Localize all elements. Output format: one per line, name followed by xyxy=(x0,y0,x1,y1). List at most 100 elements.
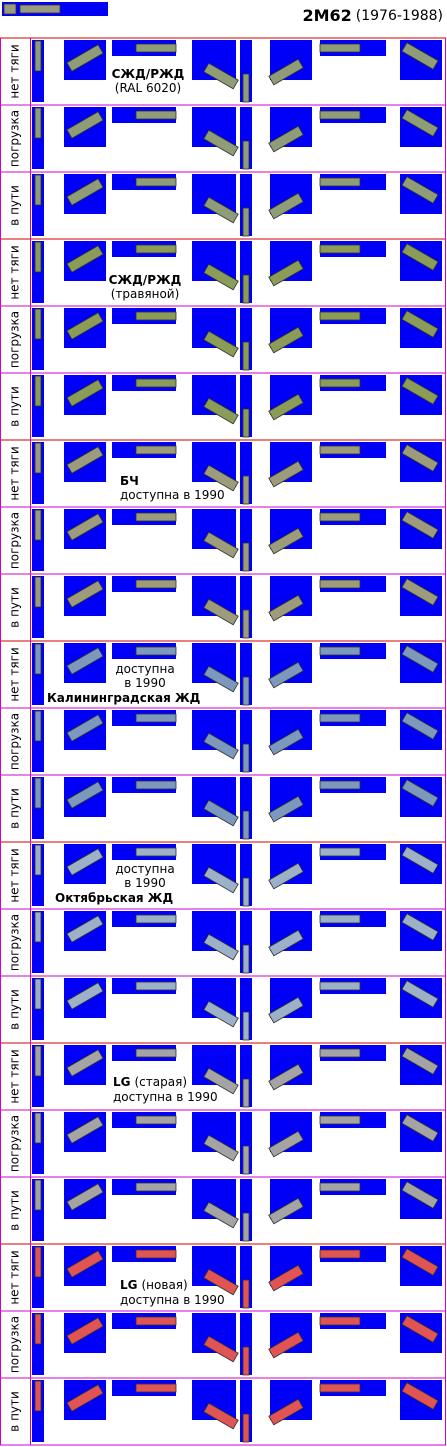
train-sprite xyxy=(401,846,439,874)
livery-text: доступна в 1990 xyxy=(120,488,225,502)
train-sprite xyxy=(66,982,104,1010)
train-sprite xyxy=(135,646,177,656)
train-sprite xyxy=(242,676,250,706)
train-sprite xyxy=(242,542,250,572)
row-label: в пути xyxy=(8,1190,22,1231)
train-sprite xyxy=(268,1398,304,1426)
livery-label: БЧ xyxy=(120,474,139,488)
livery-text: (RAL 6020) xyxy=(115,81,181,95)
train-sprite xyxy=(242,140,250,170)
row-label: в пути xyxy=(8,1391,22,1432)
train-sprite xyxy=(268,929,304,957)
train-sprite xyxy=(268,795,304,823)
train-sprite xyxy=(242,1078,250,1108)
train-sprite xyxy=(401,779,439,807)
train-sprite xyxy=(135,1115,177,1125)
train-sprite xyxy=(66,781,104,809)
train-sprite xyxy=(66,1317,104,1345)
train-sprite xyxy=(203,1268,239,1296)
row-label: погрузка xyxy=(8,713,22,770)
train-sprite xyxy=(242,1413,250,1443)
livery-text: в 1990 xyxy=(124,876,165,890)
train-sprite xyxy=(135,244,177,254)
livery-text: LG xyxy=(120,1278,138,1292)
train-sprite xyxy=(203,397,239,425)
train-sprite xyxy=(203,1201,239,1229)
train-sprite xyxy=(203,196,239,224)
train-sprite xyxy=(135,914,177,924)
row-label: погрузка xyxy=(8,914,22,971)
train-sprite xyxy=(203,1067,239,1095)
train-sprite xyxy=(203,1134,239,1162)
train-sprite xyxy=(34,777,42,809)
train-sprite xyxy=(242,944,250,974)
train-sprite xyxy=(203,263,239,291)
livery-label: СЖД/РЖД xyxy=(109,273,182,287)
train-sprite xyxy=(242,1212,250,1242)
livery-label: доступна xyxy=(115,662,174,676)
train-sprite xyxy=(135,1316,177,1326)
train-sprite xyxy=(319,1182,361,1192)
train-sprite xyxy=(319,1249,361,1259)
train-sprite xyxy=(34,442,42,474)
row-label: нет тяги xyxy=(8,446,22,500)
train-sprite xyxy=(319,780,361,790)
train-sprite xyxy=(66,178,104,206)
row-label: в пути xyxy=(8,587,22,628)
livery-label: Калининградская ЖД xyxy=(47,691,200,705)
row-label: нет тяги xyxy=(8,245,22,299)
train-sprite xyxy=(203,62,239,90)
train-sprite xyxy=(401,176,439,204)
livery-text: в 1990 xyxy=(124,676,165,690)
train-sprite xyxy=(242,1279,250,1309)
train-sprite xyxy=(401,42,439,70)
train-sprite xyxy=(319,512,361,522)
train-sprite xyxy=(66,1049,104,1077)
train-sprite xyxy=(401,1114,439,1142)
train-sprite xyxy=(268,393,304,421)
train-sprite xyxy=(242,609,250,639)
train-sprite xyxy=(401,109,439,137)
livery-label: LG (старая) xyxy=(113,1075,187,1089)
train-sprite xyxy=(401,578,439,606)
train-sprite xyxy=(203,732,239,760)
livery-label: LG (новая) xyxy=(120,1278,188,1292)
train-sprite xyxy=(203,866,239,894)
livery-text: СЖД/РЖД xyxy=(112,67,185,81)
livery-label: (травяной) xyxy=(111,287,180,301)
train-sprite xyxy=(401,1382,439,1410)
train-sprite xyxy=(242,475,250,505)
train-sprite xyxy=(319,646,361,656)
train-sprite xyxy=(401,310,439,338)
train-sprite xyxy=(34,1380,42,1412)
train-sprite xyxy=(319,311,361,321)
train-sprite xyxy=(242,274,250,304)
train-sprite xyxy=(268,259,304,287)
row-label: в пути xyxy=(8,989,22,1030)
train-sprite xyxy=(319,378,361,388)
train-sprite xyxy=(203,665,239,693)
train-sprite xyxy=(66,714,104,742)
train-sprite xyxy=(319,1383,361,1393)
train-sprite xyxy=(66,1183,104,1211)
train-sprite xyxy=(66,1250,104,1278)
train-sprite xyxy=(34,1313,42,1345)
train-sprite xyxy=(34,643,42,675)
train-sprite xyxy=(319,914,361,924)
livery-text: Октябрьская ЖД xyxy=(55,891,173,905)
train-sprite xyxy=(268,192,304,220)
row-label: погрузка xyxy=(8,512,22,569)
train-sprite xyxy=(135,847,177,857)
train-sprite xyxy=(66,647,104,675)
train-sprite xyxy=(319,244,361,254)
train-sprite xyxy=(268,58,304,86)
train-sprite xyxy=(66,1384,104,1412)
train-sprite xyxy=(401,377,439,405)
train-sprite xyxy=(135,981,177,991)
train-sprite xyxy=(34,107,42,139)
row-label: нет тяги xyxy=(8,1049,22,1103)
train-sprite xyxy=(401,980,439,1008)
livery-label: Октябрьская ЖД xyxy=(55,891,173,905)
livery-text: Калининградская ЖД xyxy=(47,691,200,705)
